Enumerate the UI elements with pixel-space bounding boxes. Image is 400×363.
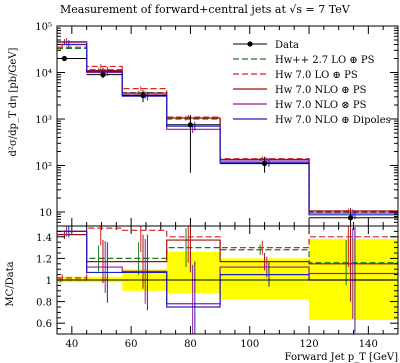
main-y-axis-label: d²σ/dp_T dη [pb/GeV] xyxy=(8,47,19,156)
ratio-y-tick-label: 0.8 xyxy=(36,298,52,309)
legend: Data Hw++ 2.7 LO ⊕ PS Hw 7.0 LO ⊕ PS Hw 7.0… xyxy=(233,40,391,126)
legend-label-series-2: Hw 7.0 NLO ⊕ PS xyxy=(275,85,367,96)
legend-swatch-data-marker xyxy=(247,41,253,47)
y-tick-label: 10² xyxy=(35,162,52,173)
legend-label-series-4: Hw 7.0 NLO ⊕ Dipoles xyxy=(275,115,391,126)
ratio-y-tick-label: 1.2 xyxy=(36,254,52,265)
x-tick-label: 120 xyxy=(299,339,318,350)
data-point xyxy=(261,160,268,167)
y-tick-label: 10 xyxy=(39,208,52,219)
ratio-band-bin xyxy=(86,276,123,283)
ratio-band-bin xyxy=(166,251,221,293)
x-tick-label: 80 xyxy=(184,339,197,350)
y-tick-label: 10⁴ xyxy=(35,69,52,80)
data-point xyxy=(140,92,146,99)
ratio-y-tick-label: 1 xyxy=(46,276,52,287)
mc-histogram-series-4 xyxy=(57,43,398,216)
legend-label-series-0: Hw++ 2.7 LO ⊕ PS xyxy=(275,55,375,66)
ratio-panel: 0.6 0.8 1 1.2 1.4 40 60 80 100 120 140 xyxy=(36,225,399,350)
ratio-histogram-series-4 xyxy=(57,230,398,308)
legend-label-data: Data xyxy=(275,40,299,51)
ratio-y-tick-label: 1.4 xyxy=(36,233,52,244)
x-tick-label: 60 xyxy=(125,339,138,350)
data-point xyxy=(347,215,354,221)
chart-title: Measurement of forward+central jets at √… xyxy=(60,3,351,16)
data-point xyxy=(61,55,68,62)
x-tick-label: 140 xyxy=(359,339,378,350)
x-tick-label: 100 xyxy=(240,339,259,350)
ratio-y-axis-label: MC/Data xyxy=(5,261,16,306)
data-point xyxy=(187,122,194,128)
legend-label-series-3: Hw 7.0 NLO ⊗ PS xyxy=(275,100,367,111)
ratio-histogram-series-0 xyxy=(57,247,398,281)
y-tick-label: 10³ xyxy=(35,115,52,126)
x-tick-label: 40 xyxy=(65,339,78,350)
ratio-histogram-series-1 xyxy=(57,227,398,279)
data-point xyxy=(100,72,106,78)
ratio-y-tick-label: 0.6 xyxy=(36,319,52,330)
y-tick-label: 10⁵ xyxy=(35,22,52,33)
x-axis-label: Forward Jet p_T [GeV] xyxy=(285,352,398,363)
mc-histogram-series-3 xyxy=(57,41,398,214)
mc-histogram-series-2 xyxy=(57,41,398,212)
legend-label-series-1: Hw 7.0 LO ⊕ PS xyxy=(275,70,358,81)
